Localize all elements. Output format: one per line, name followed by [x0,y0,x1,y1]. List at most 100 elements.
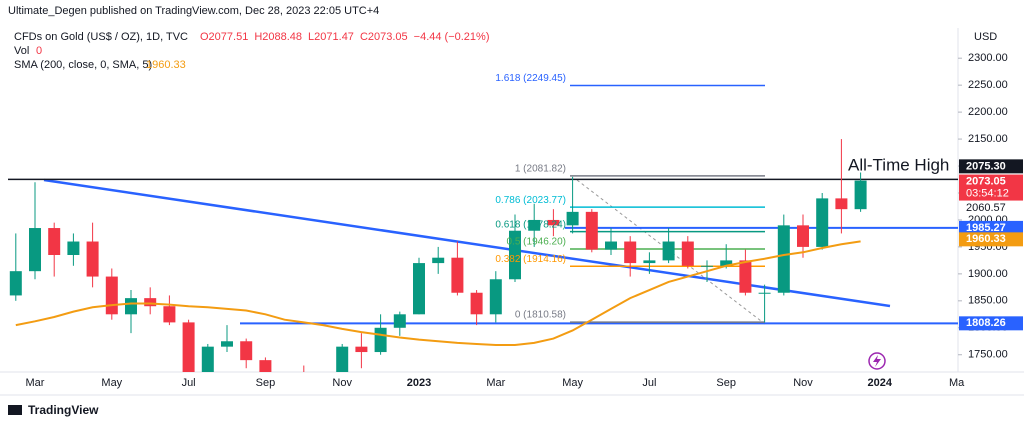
brand: TradingView [28,403,99,417]
candle-body [163,306,176,323]
sma-value: 1960.33 [146,59,186,71]
x-tick-label: 2024 [868,377,893,389]
ohlc-value: O2077.51 [200,31,248,43]
last-price: 2073.05 [966,175,1006,187]
candle-body [566,211,579,226]
y-tick-label: 1850.00 [968,295,1008,307]
x-tick-label: May [101,377,122,389]
candle-body [854,180,867,210]
candle-body [797,225,809,247]
candle-body [355,346,368,353]
price-tag: 1808.26 [966,317,1006,329]
candle-body [777,225,790,293]
x-tick-label: Nov [793,377,813,389]
candle-body [835,198,848,210]
candle-body [201,346,214,372]
candle-body [816,198,829,247]
annotation: All-Time High [848,155,949,174]
price-tag-bg [959,220,1023,235]
sma-tag-bg [959,232,1023,247]
candle-body [758,292,771,294]
sma-tag: 1960.33 [966,233,1006,245]
candle-body [144,298,157,307]
x-tick-label: Jul [182,377,196,389]
countdown: 03:54:12 [966,187,1009,199]
fib-label: 1.618 (2249.45) [495,73,566,84]
sma-line [15,240,861,347]
candle-body [720,260,733,266]
x-tick-label: Mar [26,377,45,389]
ohlc-value: H2088.48 [254,31,302,43]
candle-body [662,241,675,261]
x-tick-label: Sep [716,377,736,389]
fib-label: 0.618 (1978.24) [495,219,566,230]
candle-body [221,341,233,347]
volume-label: Vol [14,45,29,57]
volume-value: 0 [36,45,42,57]
candle-body [240,341,253,361]
candle-body [605,241,617,250]
fib-label: 0.5 (1946.20) [507,237,567,248]
candle-body [182,322,195,372]
price-tag: 1985.27 [966,222,1006,234]
y-tick-label: 2200.00 [968,106,1008,118]
x-tick-label: 2023 [407,377,431,389]
candle-body [624,241,637,264]
sma-name: SMA (200, close, 0, SMA, 5) [14,59,152,71]
published: Ultimate_Degen published on TradingView.… [8,5,379,17]
currency: USD [974,31,997,43]
candle-body [739,260,752,293]
symbol: CFDs on Gold (US$ / OZ), 1D, TVC [14,31,188,43]
candle-body [701,265,713,267]
candle-body [86,241,99,277]
candle-body [643,260,656,264]
candle-body [413,263,425,315]
candle-body [393,314,406,328]
extra-price: 2060.57 [966,202,1006,214]
candle-body [432,257,445,264]
candle-body [336,346,349,372]
candle-body [374,327,387,353]
x-tick-label: Sep [256,377,276,389]
price-tag-bg [959,159,1023,174]
y-tick-label: 1900.00 [968,268,1008,280]
price-tag: 2075.30 [966,160,1006,172]
ohlc-value: L2071.47 [308,31,354,43]
plot-area [8,84,958,372]
candle-body [125,298,137,315]
x-tick-label: May [562,377,583,389]
candle-body [259,360,272,372]
fib-label: 1 (2081.82) [515,163,566,174]
x-tick-label: Mar [486,377,505,389]
candle-body [547,219,560,226]
candle-body [9,271,22,296]
candle-body [509,230,521,280]
event-icon[interactable] [868,352,886,370]
y-tick-label: 1750.00 [968,349,1008,361]
ohlc-value: C2073.05 [360,31,408,43]
x-tick-label: Nov [332,377,352,389]
fib-label: 0.382 (1914.16) [495,254,566,265]
y-tick-label: 2250.00 [968,79,1008,91]
candle-body [105,276,118,315]
fib-label: 0 (1810.58) [515,310,566,321]
candle-body [681,241,694,266]
candle-body [470,292,483,315]
price-tag-bg [959,316,1023,331]
y-tick-label: 2300.00 [968,52,1008,64]
candle-body [48,228,61,255]
brand-logo [8,405,22,415]
ohlc-value: −4.44 (−0.21%) [414,31,490,43]
candle-body [528,219,541,231]
candle-body [67,241,80,255]
y-tick-label: 2150.00 [968,133,1008,145]
fib-label: 0.786 (2023.77) [495,195,566,206]
x-tick-label: Jul [642,377,656,389]
last-price-bg [959,174,1023,201]
candle-body [29,228,41,272]
event-icon-bolt [873,355,881,367]
candle-body [451,257,464,293]
